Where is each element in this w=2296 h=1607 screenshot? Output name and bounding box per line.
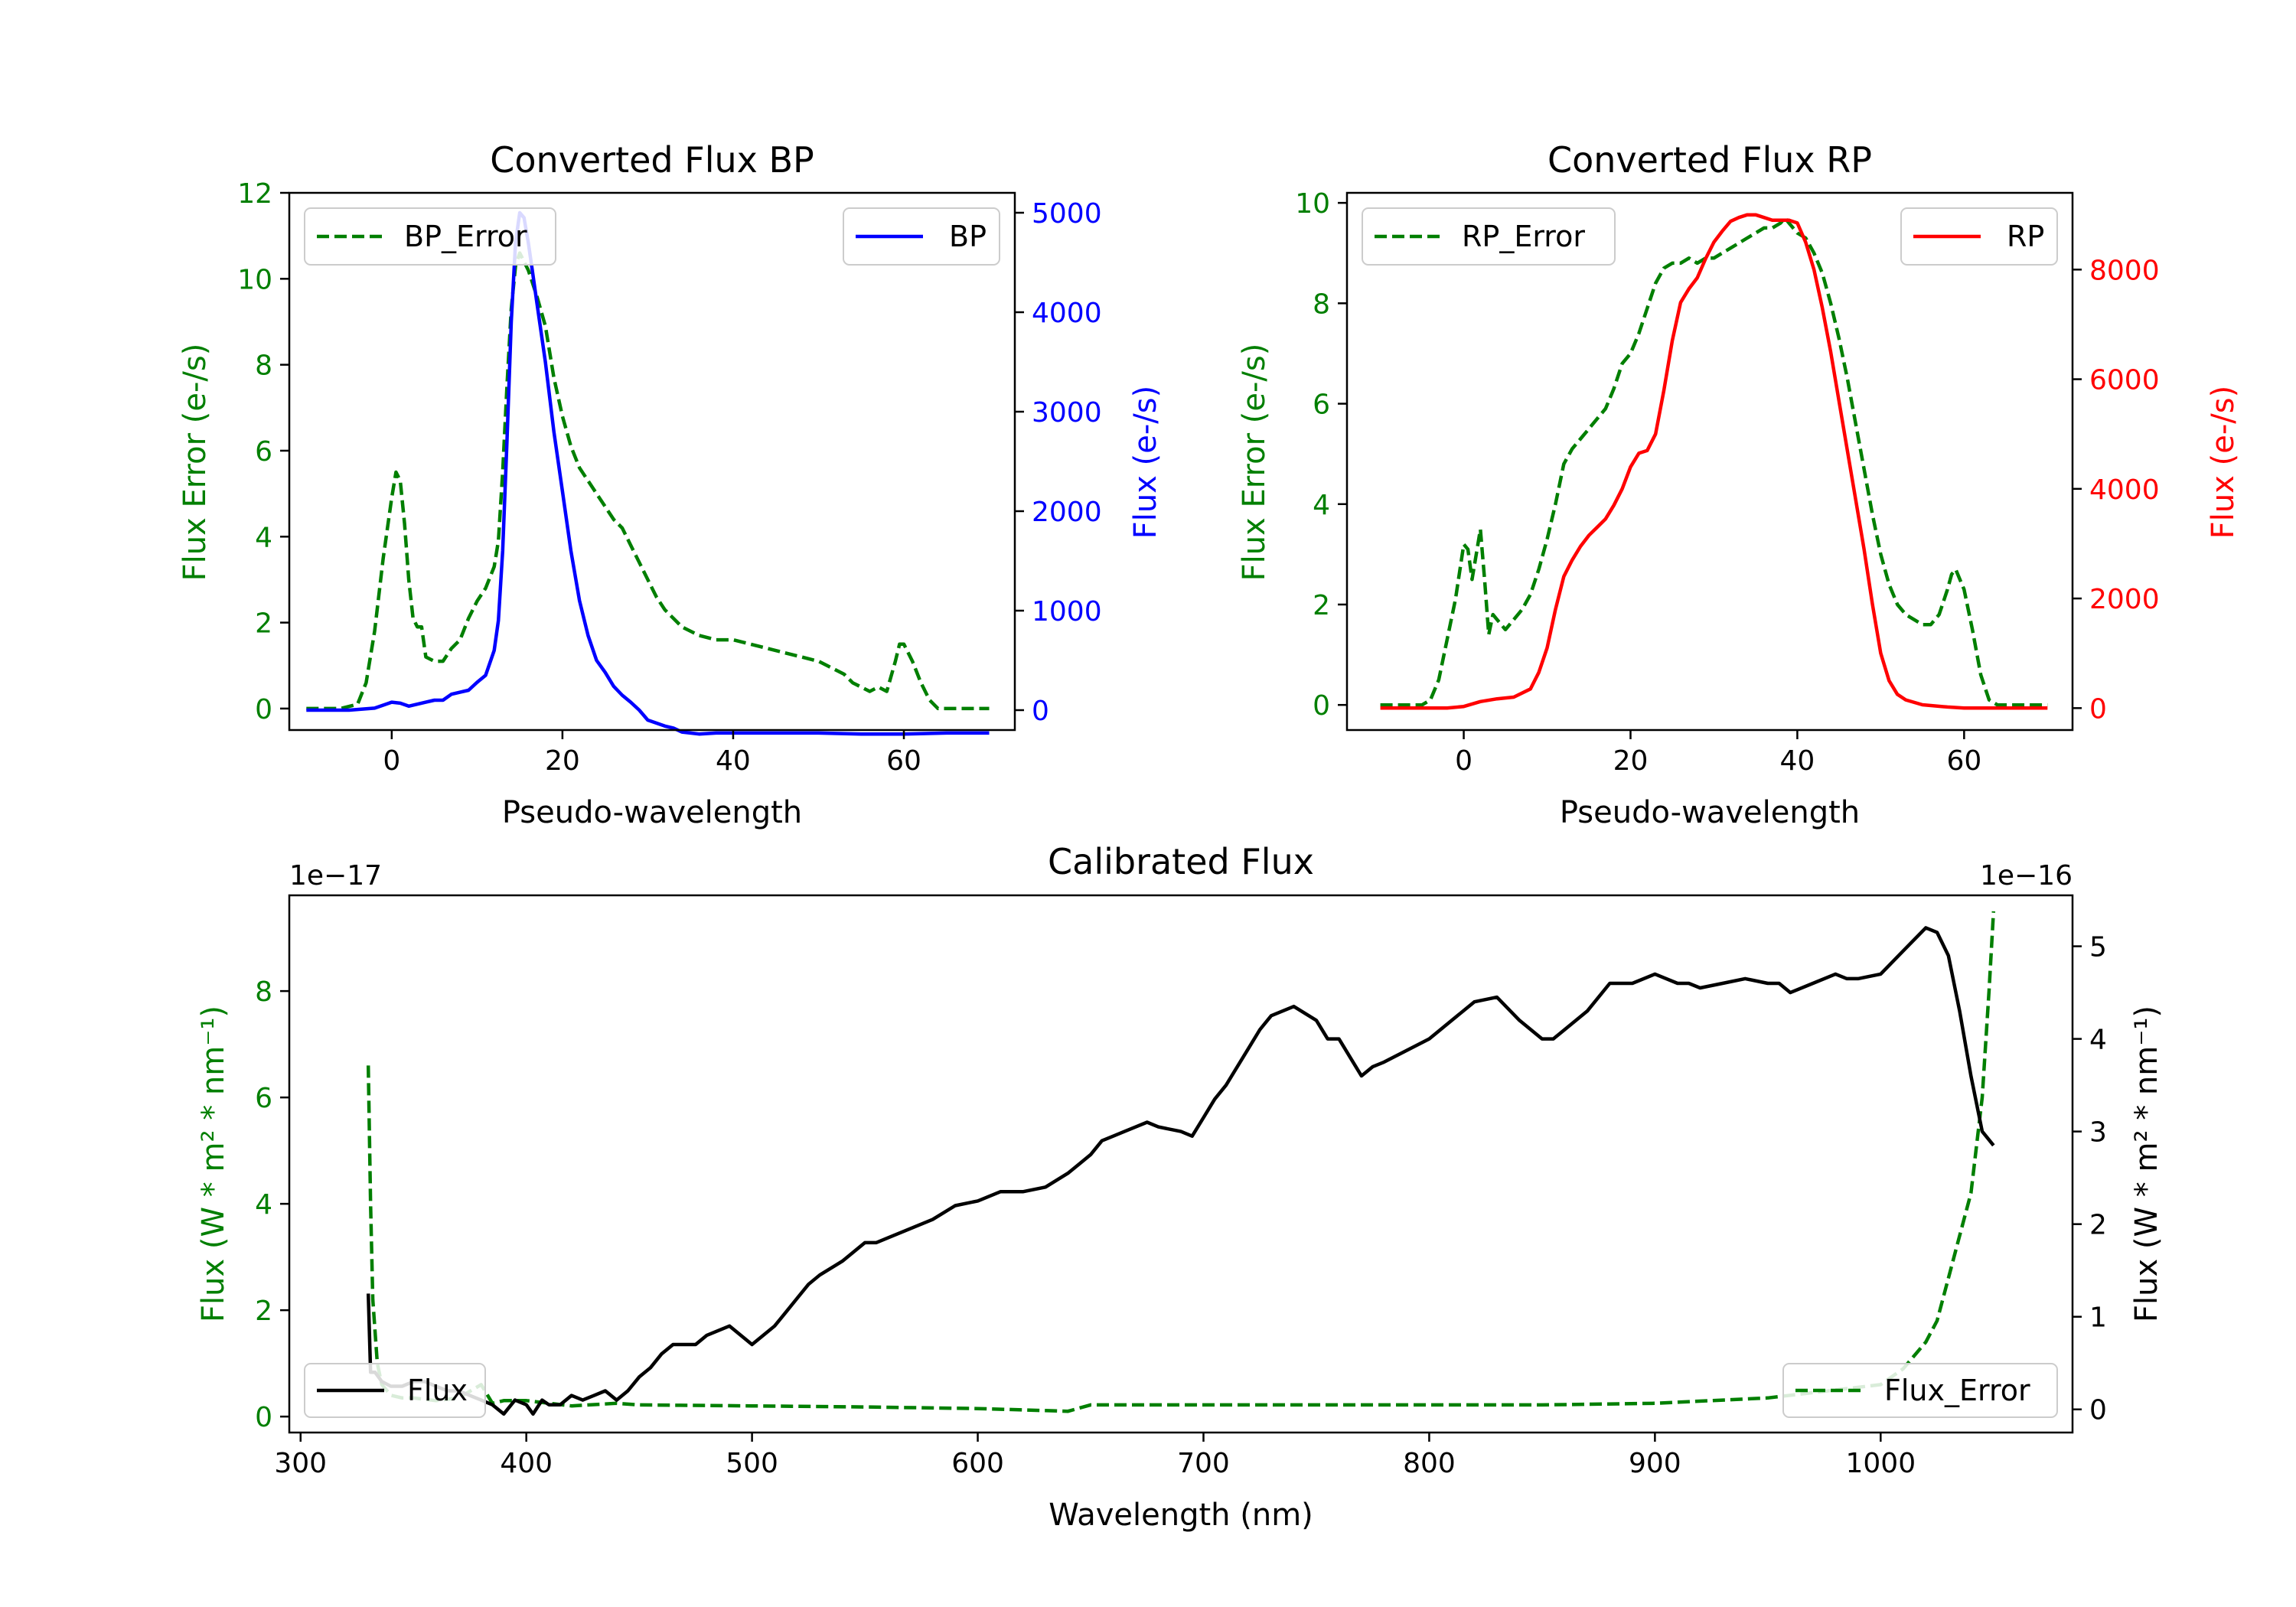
rp-error-legend-box — [1362, 207, 1616, 266]
rp-x-tick-label: 60 — [1946, 745, 1981, 777]
rp-right-y-tick-label: 6000 — [2089, 365, 2160, 396]
rp-left-y-tick-label: 10 — [1295, 188, 1330, 220]
bp-flux-legend-label: BP — [949, 220, 987, 253]
bp-right-y-tick-label: 3000 — [1032, 397, 1102, 429]
bp-x-tick-label: 20 — [545, 745, 580, 777]
bp-x-tick-label: 0 — [383, 745, 400, 777]
rp-right-y-label: Flux (e-/s) — [2206, 386, 2241, 539]
bp-x-axis-label: Pseudo-wavelength — [502, 795, 802, 830]
cal-x-tick-label: 800 — [1403, 1448, 1456, 1479]
bp-series-bp-error — [306, 251, 990, 711]
cal-right-y-tick-label: 4 — [2089, 1025, 2107, 1056]
bp-left-y-tick-label: 4 — [255, 522, 272, 553]
calibrated-error-legend-box — [1782, 1363, 2058, 1418]
cal-x-tick-label: 700 — [1177, 1448, 1230, 1479]
rp-left-y-tick-label: 6 — [1313, 390, 1330, 421]
bp-right-y-tick-label: 2000 — [1032, 497, 1102, 528]
rp-series-rp-error — [1380, 216, 2048, 707]
bp-left-y-tick-label: 6 — [255, 436, 272, 468]
cal-x-tick-label: 500 — [726, 1448, 778, 1479]
bp-left-y-tick-label: 10 — [237, 264, 272, 295]
bp-flux-legend[interactable]: BP — [843, 207, 1000, 266]
bp-right-y-label: Flux (e-/s) — [1128, 386, 1163, 539]
bp-x-tick-label: 40 — [716, 745, 751, 777]
rp-x-axis-label: Pseudo-wavelength — [1560, 795, 1860, 830]
bp-title: Converted Flux BP — [490, 139, 814, 181]
rp-error-legend-label: RP_Error — [1462, 220, 1585, 253]
bp-error-legend-box — [304, 207, 556, 266]
bp-axes-frame — [288, 191, 1016, 732]
calibrated-flux-legend-label: Flux — [407, 1374, 468, 1407]
calibrated-left-y-label: Flux (W * m² * nm⁻¹) — [196, 1006, 231, 1322]
cal-series-flux — [366, 926, 1995, 1416]
cal-right-y-tick-label: 3 — [2089, 1117, 2107, 1149]
rp-right-y-tick-label: 2000 — [2089, 584, 2160, 615]
cal-x-tick-label: 1000 — [1845, 1448, 1916, 1479]
bp-panel: 0 20 40 60 0 2 4 6 8 10 12 0 1000 2000 3000 4000 5000 Co… — [178, 139, 1163, 830]
rp-left-y-label: Flux Error (e-/s) — [1237, 344, 1272, 582]
rp-flux-legend-label: RP — [2007, 220, 2044, 253]
rp-axes-frame — [1345, 191, 2074, 732]
cal-x-tick-label: 400 — [500, 1448, 553, 1479]
calibrated-right-y-label: Flux (W * m² * nm⁻¹) — [2129, 1006, 2164, 1322]
calibrated-right-offset: 1e−16 — [1980, 860, 2073, 892]
bp-left-y-tick-label: 12 — [237, 178, 272, 210]
rp-panel: 0 20 40 60 0 2 4 6 8 10 0 2000 4000 6000 8000 Converte… — [1237, 139, 2241, 830]
bp-left-y-tick-label: 8 — [255, 350, 272, 382]
rp-x-tick-label: 20 — [1613, 745, 1649, 777]
calibrated-flux-legend[interactable]: Flux — [304, 1363, 486, 1418]
rp-right-y-tick-label: 0 — [2089, 693, 2107, 725]
bp-right-y-tick-label: 1000 — [1032, 596, 1102, 627]
bp-x-tick-label: 60 — [886, 745, 921, 777]
rp-x-tick-label: 0 — [1455, 745, 1473, 777]
rp-left-y-tick-label: 8 — [1313, 288, 1330, 320]
bp-left-y-tick-label: 2 — [255, 608, 272, 640]
bp-left-y-label: Flux Error (e-/s) — [178, 344, 213, 582]
cal-right-y-tick-label: 0 — [2089, 1395, 2107, 1426]
calibrated-error-legend[interactable]: Flux_Error — [1782, 1363, 2058, 1418]
bp-error-legend-label: BP_Error — [404, 220, 527, 253]
calibrated-error-legend-label: Flux_Error — [1884, 1374, 2030, 1407]
calibrated-axes-frame — [288, 894, 2074, 1434]
cal-left-y-tick-label: 2 — [255, 1296, 272, 1327]
rp-left-y-tick-label: 0 — [1313, 690, 1330, 722]
cal-right-y-tick-label: 1 — [2089, 1302, 2107, 1334]
cal-x-tick-label: 600 — [951, 1448, 1004, 1479]
bp-series-bp — [306, 210, 990, 736]
rp-flux-legend[interactable]: RP — [1900, 207, 2058, 266]
cal-x-tick-label: 300 — [274, 1448, 327, 1479]
bp-left-y-tick-label: 0 — [255, 694, 272, 725]
rp-series-rp — [1380, 213, 2048, 710]
cal-right-y-tick-label: 2 — [2089, 1210, 2107, 1241]
rp-error-legend[interactable]: RP_Error — [1362, 207, 1616, 266]
calibrated-flux-legend-box — [304, 1363, 486, 1418]
rp-left-y-tick-label: 2 — [1313, 590, 1330, 621]
bp-error-legend[interactable]: BP_Error — [304, 207, 556, 266]
bp-right-y-tick-label: 0 — [1032, 696, 1049, 727]
rp-x-tick-label: 40 — [1780, 745, 1815, 777]
rp-right-y-tick-label: 4000 — [2089, 474, 2160, 506]
cal-left-y-tick-label: 4 — [255, 1189, 272, 1221]
calibrated-left-offset: 1e−17 — [289, 860, 382, 892]
rp-right-y-tick-label: 8000 — [2089, 255, 2160, 286]
cal-left-y-tick-label: 0 — [255, 1402, 272, 1433]
cal-left-y-tick-label: 6 — [255, 1083, 272, 1114]
cal-x-tick-label: 900 — [1629, 1448, 1681, 1479]
calibrated-panel: 300 400 500 600 700 800 900 1000 0 2 4 6 8 0 1 2 3 4 5 Cal… — [196, 841, 2164, 1533]
bp-right-y-tick-label: 4000 — [1032, 298, 1102, 329]
cal-series-flux-error — [366, 911, 1996, 1413]
calibrated-x-axis-label: Wavelength (nm) — [1049, 1498, 1313, 1533]
cal-right-y-tick-label: 5 — [2089, 932, 2107, 963]
bp-right-y-tick-label: 5000 — [1032, 198, 1102, 230]
cal-left-y-tick-label: 8 — [255, 976, 272, 1008]
rp-title: Converted Flux RP — [1548, 139, 1872, 181]
rp-left-y-tick-label: 4 — [1313, 490, 1330, 521]
calibrated-title: Calibrated Flux — [1048, 841, 1314, 882]
